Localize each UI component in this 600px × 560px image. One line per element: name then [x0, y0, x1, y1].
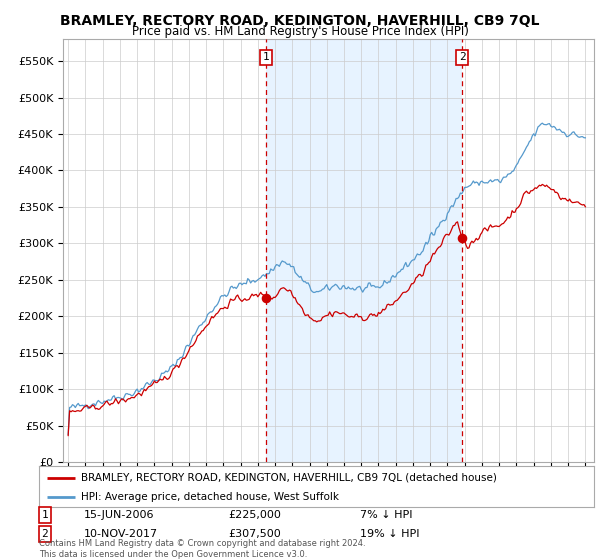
- Text: 15-JUN-2006: 15-JUN-2006: [84, 510, 155, 520]
- Text: 19% ↓ HPI: 19% ↓ HPI: [360, 529, 419, 539]
- Text: BRAMLEY, RECTORY ROAD, KEDINGTON, HAVERHILL, CB9 7QL: BRAMLEY, RECTORY ROAD, KEDINGTON, HAVERH…: [60, 14, 540, 28]
- Text: 1: 1: [262, 53, 269, 62]
- Text: 2: 2: [41, 529, 49, 539]
- Text: 1: 1: [41, 510, 49, 520]
- Point: [261, 293, 271, 302]
- Bar: [266, 39, 462, 462]
- Text: £225,000: £225,000: [228, 510, 281, 520]
- Text: 2: 2: [459, 53, 466, 62]
- Text: 7% ↓ HPI: 7% ↓ HPI: [360, 510, 413, 520]
- Text: HPI: Average price, detached house, West Suffolk: HPI: Average price, detached house, West…: [80, 492, 338, 502]
- Text: Price paid vs. HM Land Registry's House Price Index (HPI): Price paid vs. HM Land Registry's House …: [131, 25, 469, 38]
- Text: £307,500: £307,500: [228, 529, 281, 539]
- Text: BRAMLEY, RECTORY ROAD, KEDINGTON, HAVERHILL, CB9 7QL (detached house): BRAMLEY, RECTORY ROAD, KEDINGTON, HAVERH…: [80, 473, 497, 483]
- Point: [457, 234, 467, 242]
- Text: 10-NOV-2017: 10-NOV-2017: [84, 529, 158, 539]
- Text: Contains HM Land Registry data © Crown copyright and database right 2024.
This d: Contains HM Land Registry data © Crown c…: [39, 539, 365, 559]
